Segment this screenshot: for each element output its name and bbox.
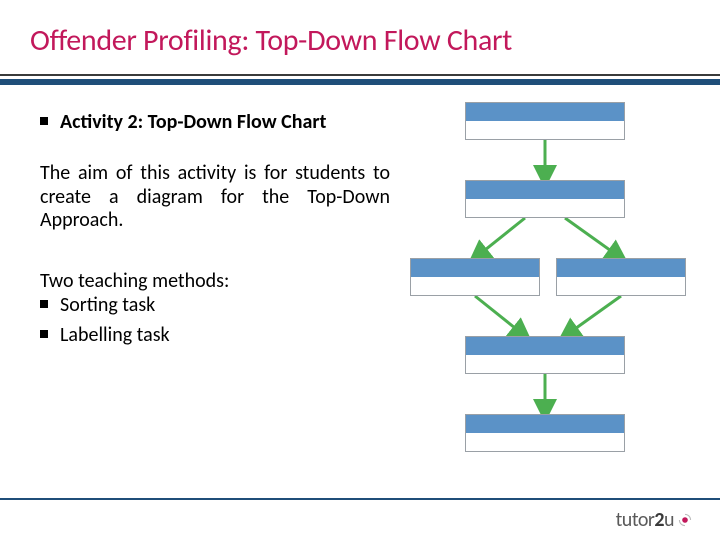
flow-arrow: [565, 218, 621, 258]
bullet-icon: [40, 117, 48, 125]
logo-post: u: [664, 508, 674, 532]
activity-heading: Activity 2: Top-Down Flow Chart: [60, 110, 326, 134]
content-left: Activity 2: Top-Down Flow Chart The aim …: [40, 110, 390, 353]
flow-box: [465, 336, 625, 374]
bullet-icon: [40, 330, 48, 338]
page-title: Offender Profiling: Top-Down Flow Chart: [30, 22, 512, 59]
slide: Offender Profiling: Top-Down Flow Chart …: [0, 0, 720, 540]
flow-arrow: [475, 296, 525, 336]
logo-text: tutor2u: [616, 508, 674, 532]
logo-mid: 2: [654, 508, 664, 532]
activity-heading-row: Activity 2: Top-Down Flow Chart: [40, 110, 390, 134]
method-label: Sorting task: [60, 293, 155, 317]
flow-box: [465, 102, 625, 140]
bullet-icon: [40, 300, 48, 308]
methods-lead: Two teaching methods:: [40, 269, 390, 293]
brand-logo: tutor2u: [616, 508, 692, 532]
method-item: Labelling task: [40, 323, 390, 347]
title-rule: [0, 74, 720, 85]
rule-thin: [0, 74, 720, 76]
method-item: Sorting task: [40, 293, 390, 317]
flow-arrow: [565, 296, 621, 336]
logo-pre: tutor: [616, 508, 655, 532]
logo-mark-icon: [678, 513, 692, 527]
flow-box: [556, 258, 686, 296]
flow-box: [410, 258, 540, 296]
flow-box: [465, 414, 625, 452]
rule-thick: [0, 79, 720, 85]
flow-box: [465, 180, 625, 218]
footer-rule: [0, 498, 720, 500]
method-label: Labelling task: [60, 323, 170, 347]
activity-paragraph: The aim of this activity is for students…: [40, 162, 390, 233]
methods-block: Two teaching methods: Sorting task Label…: [40, 269, 390, 347]
flow-arrow: [475, 218, 525, 258]
